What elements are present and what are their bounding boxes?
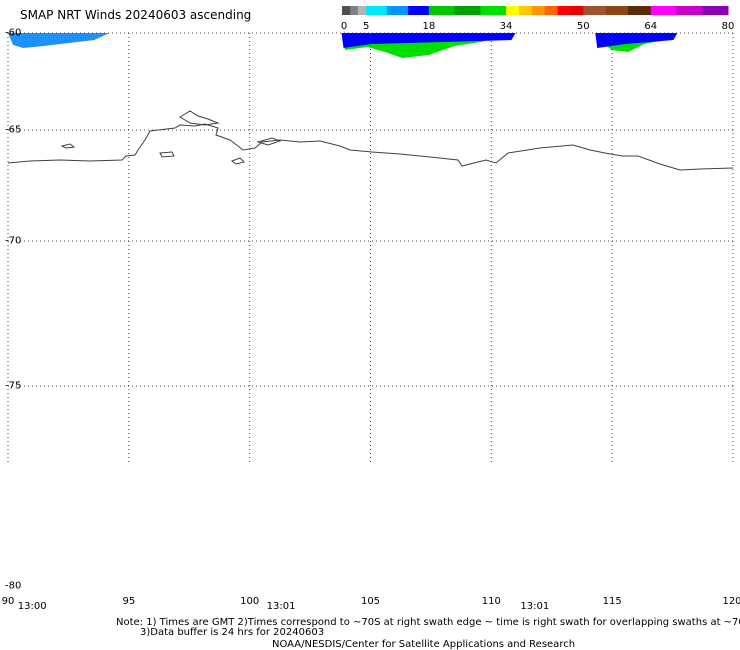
latitude-label: -70 <box>5 235 22 247</box>
colorbar-segment-6 <box>428 6 455 15</box>
colorbar-label: 80 <box>721 21 735 32</box>
colorbar-segment-13 <box>557 6 571 15</box>
wind-swath <box>8 33 110 48</box>
colorbar-segment-15 <box>583 6 607 15</box>
coastline-islands <box>60 110 282 165</box>
note-line-1: Note: 1) Times are GMT 2)Times correspon… <box>116 617 740 628</box>
longitude-label: 115 <box>602 596 622 607</box>
colorbar-segment-4 <box>386 6 409 15</box>
colorbar-label: 50 <box>576 21 590 32</box>
longitude-label: 95 <box>122 596 136 607</box>
note-line-2: 3)Data buffer is 24 hrs for 20240603 <box>140 627 325 638</box>
colorbar-label: 18 <box>422 21 436 32</box>
longitude-label: 110 <box>481 596 501 607</box>
swath-time-label: 13:01 <box>520 601 550 612</box>
colorbar-segment-14 <box>570 6 584 15</box>
colorbar-segment-19 <box>676 6 703 15</box>
latitude-label: -80 <box>5 580 22 592</box>
colorbar-segment-10 <box>519 6 533 15</box>
colorbar-segment-11 <box>531 6 546 15</box>
latitude-label: -75 <box>5 380 22 392</box>
colorbar-label: 5 <box>362 21 370 32</box>
colorbar-segment-2 <box>357 6 367 15</box>
map-gridlines <box>7 32 734 465</box>
colorbar-label: 34 <box>499 21 513 32</box>
latitude-label: -65 <box>5 124 22 136</box>
longitude-label: 120 <box>722 596 740 607</box>
wind-swath-edge <box>595 33 678 48</box>
colorbar-segment-7 <box>454 6 481 15</box>
longitude-label: 100 <box>240 596 260 607</box>
colorbar-segment-0 <box>342 6 351 15</box>
swath-time-label: 13:01 <box>266 601 296 612</box>
colorbar-label: 0 <box>340 21 348 32</box>
colorbar-segment-12 <box>544 6 559 15</box>
antarctic-coastline <box>7 123 734 171</box>
colorbar-segment-16 <box>605 6 629 15</box>
colorbar-segment-1 <box>350 6 359 15</box>
longitude-label: 105 <box>360 596 381 607</box>
colorbar-segment-9 <box>506 6 520 15</box>
colorbar-segment-5 <box>408 6 430 15</box>
colorbar-label: 64 <box>644 21 658 32</box>
colorbar-segment-17 <box>628 6 652 15</box>
colorbar-segment-3 <box>366 6 388 15</box>
wind-swaths <box>8 33 678 58</box>
colorbar-segment-18 <box>650 6 677 15</box>
colorbar-segment-8 <box>480 6 507 15</box>
longitude-label: 90 <box>1 596 15 607</box>
map-title: SMAP NRT Winds 20240603 ascending <box>20 8 252 22</box>
credit-line: NOAA/NESDIS/Center for Satellite Applica… <box>272 639 576 650</box>
wind-speed-colorbar <box>342 6 729 15</box>
swath-time-label: 13:00 <box>17 601 47 612</box>
wind-swath-edge <box>341 33 516 48</box>
latitude-label: -60 <box>5 27 22 39</box>
colorbar-segment-20 <box>702 6 729 15</box>
